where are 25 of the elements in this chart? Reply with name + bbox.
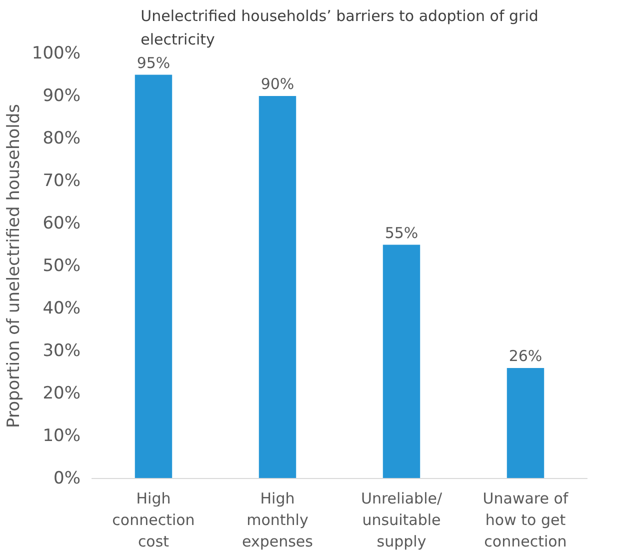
bar [258,96,296,478]
chart-title: Unelectrified households’ barriers to adoption of grid electricity [140,7,538,48]
x-tick-label: High connection cost [112,490,195,551]
bar [506,368,544,478]
x-tick-label: Unaware of how to get connection [482,490,569,551]
y-tick-label: 30% [42,341,81,361]
data-label: 26% [508,347,542,365]
y-axis-title: Proportion of unelectrified households [4,104,24,428]
x-tick-label: Unreliable/ unsuitable supply [360,490,443,551]
y-tick-label: 90% [42,86,81,106]
y-tick-label: 70% [42,171,81,191]
y-tick-label: 80% [42,128,81,148]
y-tick-label: 100% [32,44,81,64]
y-tick-label: 0% [54,468,81,488]
x-tick-label: High monthly expenses [242,490,314,551]
data-label: 55% [384,224,418,242]
bar [382,244,420,478]
y-tick-label: 60% [42,214,81,234]
y-tick-label: 10% [42,426,81,446]
bar [134,74,172,478]
y-tick-label: 50% [42,256,81,276]
y-tick-label: 40% [42,298,81,318]
y-tick-label: 20% [42,384,81,404]
data-label: 90% [260,75,294,93]
data-label: 95% [136,54,170,72]
